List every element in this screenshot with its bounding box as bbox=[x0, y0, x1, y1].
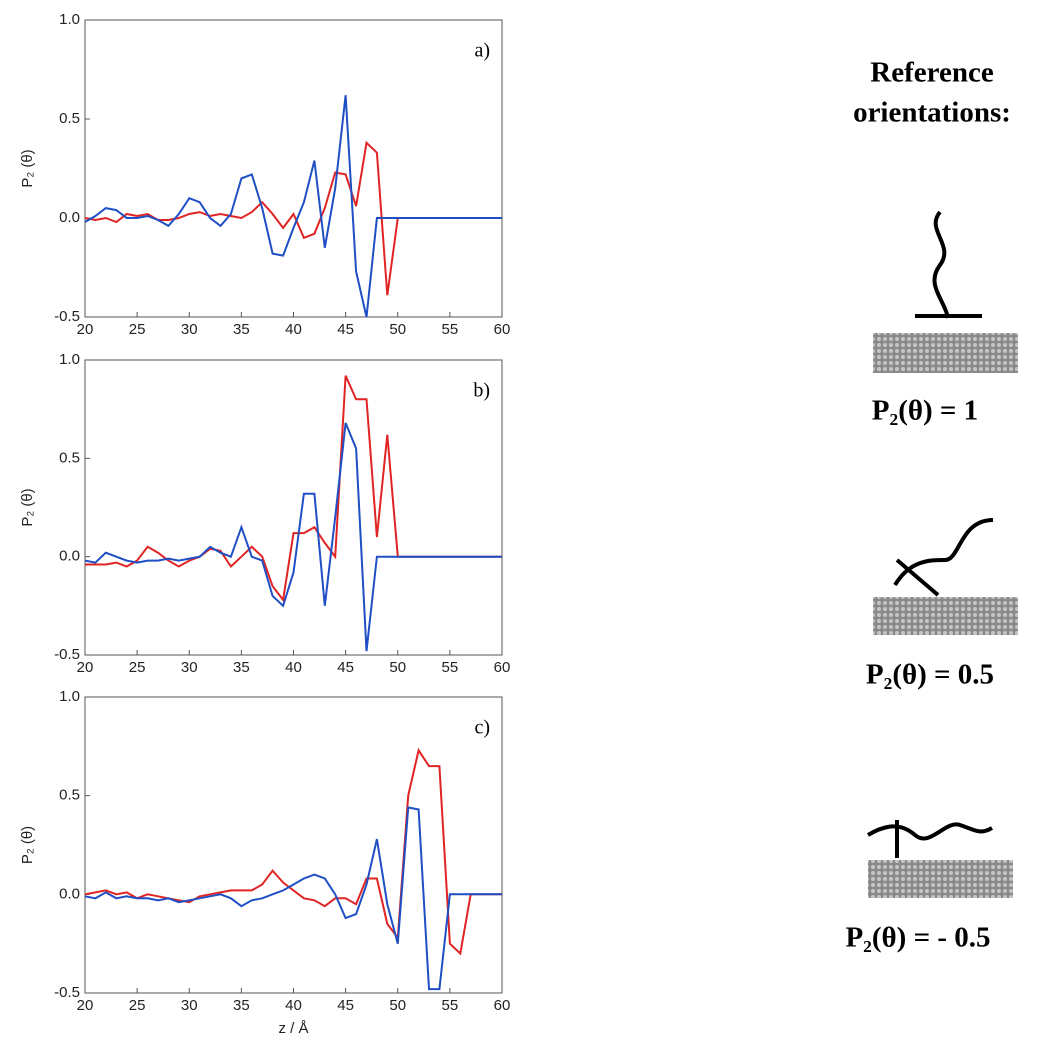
x-tick-label: 60 bbox=[494, 321, 511, 338]
plot-frame bbox=[84, 19, 503, 318]
series-line bbox=[84, 95, 502, 318]
panel-label: c) bbox=[474, 717, 490, 739]
reference-title: orientations: bbox=[853, 97, 1011, 129]
x-tick-label: 50 bbox=[389, 321, 406, 338]
x-tick-label: 45 bbox=[337, 659, 354, 676]
x-tick-label: 20 bbox=[77, 997, 94, 1014]
x-tick-label: 50 bbox=[389, 659, 406, 676]
x-tick-label: 60 bbox=[494, 997, 511, 1014]
molecule bbox=[893, 518, 994, 597]
panel-label: a) bbox=[474, 40, 490, 62]
y-tick-label: -0.5 bbox=[54, 308, 80, 325]
reference-label: P₂(θ) = 0.5 bbox=[866, 659, 994, 691]
series-line bbox=[84, 806, 502, 991]
plot-frame bbox=[84, 696, 503, 994]
x-tick-label: 20 bbox=[77, 659, 94, 676]
y-tick-label: 1.0 bbox=[59, 11, 80, 28]
x-tick-label: 40 bbox=[285, 321, 302, 338]
x-tick-label: 40 bbox=[285, 659, 302, 676]
y-tick-label: 1.0 bbox=[59, 351, 80, 368]
reference-label: P₂(θ) = 1 bbox=[872, 395, 978, 427]
molecule bbox=[866, 820, 994, 858]
panel-label: b) bbox=[473, 380, 490, 402]
y-tick-label: 0.5 bbox=[59, 787, 80, 804]
x-tick-label: 55 bbox=[442, 997, 459, 1014]
surface bbox=[868, 860, 1013, 898]
x-tick-label: 20 bbox=[77, 321, 94, 338]
x-tick-label: 25 bbox=[129, 997, 146, 1014]
x-tick-label: 30 bbox=[181, 659, 198, 676]
y-tick-label: 1.0 bbox=[59, 688, 80, 705]
y-tick-label: -0.5 bbox=[54, 984, 80, 1001]
x-tick-label: 25 bbox=[129, 659, 146, 676]
y-axis-label: P₂ (θ) bbox=[19, 488, 36, 526]
surface bbox=[873, 333, 1018, 373]
x-tick-label: 30 bbox=[181, 997, 198, 1014]
x-tick-label: 55 bbox=[442, 321, 459, 338]
molecule bbox=[915, 210, 982, 319]
y-tick-label: 0.5 bbox=[59, 110, 80, 127]
y-tick-label: 0.0 bbox=[59, 548, 80, 565]
y-tick-label: 0.0 bbox=[59, 885, 80, 902]
x-tick-label: 35 bbox=[233, 997, 250, 1014]
x-tick-label: 50 bbox=[389, 997, 406, 1014]
x-tick-label: 40 bbox=[285, 997, 302, 1014]
y-axis-label: P₂ (θ) bbox=[19, 149, 36, 187]
plot-frame bbox=[84, 359, 503, 656]
y-tick-label: 0.5 bbox=[59, 449, 80, 466]
y-tick-label: 0.0 bbox=[59, 209, 80, 226]
y-axis-label: P₂ (θ) bbox=[19, 826, 36, 864]
x-tick-label: 35 bbox=[233, 659, 250, 676]
x-tick-label: 35 bbox=[233, 321, 250, 338]
x-tick-label: 45 bbox=[337, 997, 354, 1014]
x-tick-label: 45 bbox=[337, 321, 354, 338]
x-tick-label: 55 bbox=[442, 659, 459, 676]
y-tick-label: -0.5 bbox=[54, 646, 80, 663]
x-axis-label: z / Å bbox=[278, 1020, 308, 1037]
reference-label: P₂(θ) = - 0.5 bbox=[845, 922, 990, 954]
reference-title: Reference bbox=[870, 57, 994, 89]
x-tick-label: 30 bbox=[181, 321, 198, 338]
x-tick-label: 25 bbox=[129, 321, 146, 338]
series-line bbox=[84, 747, 502, 956]
surface bbox=[873, 597, 1018, 635]
series-line bbox=[84, 422, 502, 652]
x-tick-label: 60 bbox=[494, 659, 511, 676]
